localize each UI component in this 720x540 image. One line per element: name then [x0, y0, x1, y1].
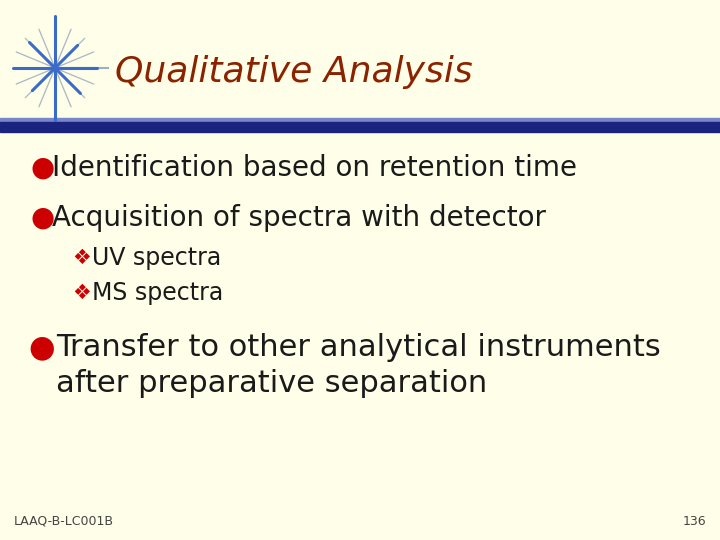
Bar — [0, 118, 720, 122]
Text: LAAQ-B-LC001B: LAAQ-B-LC001B — [14, 515, 114, 528]
Text: MS spectra: MS spectra — [92, 281, 223, 305]
Text: ●: ● — [30, 204, 54, 232]
Text: ●: ● — [28, 334, 55, 362]
Text: Acquisition of spectra with detector: Acquisition of spectra with detector — [52, 204, 546, 232]
Text: ❖: ❖ — [72, 248, 91, 268]
Text: ●: ● — [30, 154, 54, 182]
Text: after preparative separation: after preparative separation — [56, 369, 487, 399]
Text: ❖: ❖ — [72, 283, 91, 303]
Text: Identification based on retention time: Identification based on retention time — [52, 154, 577, 182]
Text: Qualitative Analysis: Qualitative Analysis — [115, 55, 473, 89]
Bar — [0, 122, 720, 132]
Text: Transfer to other analytical instruments: Transfer to other analytical instruments — [56, 334, 661, 362]
Text: UV spectra: UV spectra — [92, 246, 221, 270]
Text: 136: 136 — [683, 515, 706, 528]
